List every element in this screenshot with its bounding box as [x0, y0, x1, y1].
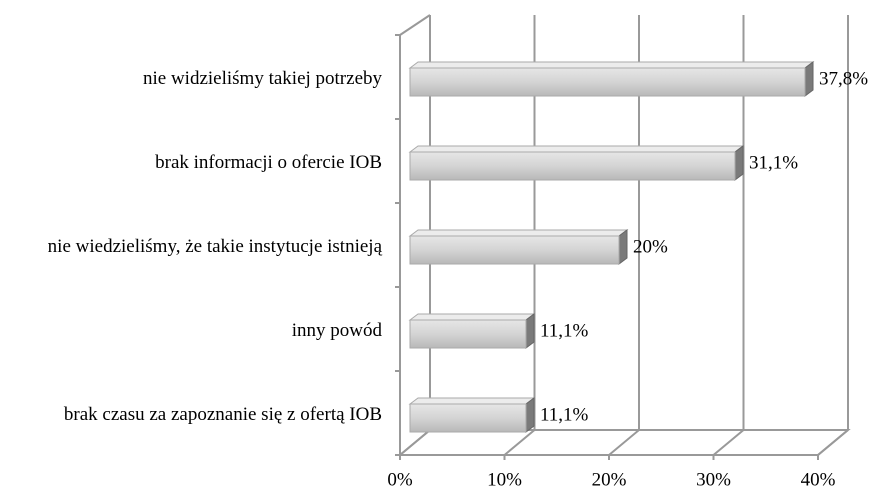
grid-floor-line: [399, 429, 431, 456]
left-wall-top: [399, 14, 431, 36]
bar-top: [408, 61, 815, 69]
bar-side: [734, 145, 744, 181]
x-tick-label: 0%: [387, 469, 413, 490]
grid-floor-line: [817, 429, 849, 456]
category-text: nie wiedzieliśmy, że takie instytucje is…: [47, 236, 382, 257]
value-label: 20%: [633, 236, 668, 257]
category-text: nie widzieliśmy takiej potrzeby: [142, 68, 382, 89]
category-label: nie widzieliśmy takiej potrzeby: [0, 67, 382, 91]
bar: [409, 67, 806, 97]
bar: [409, 235, 620, 265]
category-label: brak czasu za zapoznanie się z ofertą IO…: [0, 403, 382, 427]
bar-side: [618, 229, 628, 265]
bar-side: [525, 397, 535, 433]
grid-floor-line: [503, 429, 536, 456]
bar: [409, 319, 527, 349]
bar-top: [408, 397, 536, 405]
bar: [409, 403, 527, 433]
value-label: 31,1%: [749, 152, 798, 173]
bar-top: [408, 229, 629, 237]
bar-top: [408, 145, 745, 153]
bar: [409, 151, 736, 181]
x-tick-label: 10%: [487, 469, 522, 490]
grid-floor-line: [608, 429, 640, 456]
value-label: 11,1%: [540, 320, 589, 341]
category-label: nie wiedzieliśmy, że takie instytucje is…: [0, 235, 382, 259]
category-text: brak informacji o ofercie IOB: [155, 152, 382, 173]
bar-top: [408, 313, 536, 321]
bar-side: [804, 61, 814, 97]
bar-side: [525, 313, 535, 349]
x-tick-label: 20%: [592, 469, 627, 490]
category-label: brak informacji o ofercie IOB: [0, 151, 382, 175]
x-tick-label: 30%: [696, 469, 731, 490]
category-text: brak czasu za zapoznanie się z ofertą IO…: [63, 404, 382, 425]
category-label: inny powód: [0, 319, 382, 343]
value-label: 37,8%: [819, 68, 868, 89]
category-text: inny powód: [291, 320, 382, 341]
value-label: 11,1%: [540, 404, 589, 425]
grid-floor-line: [712, 429, 745, 456]
x-tick-label: 40%: [801, 469, 836, 490]
